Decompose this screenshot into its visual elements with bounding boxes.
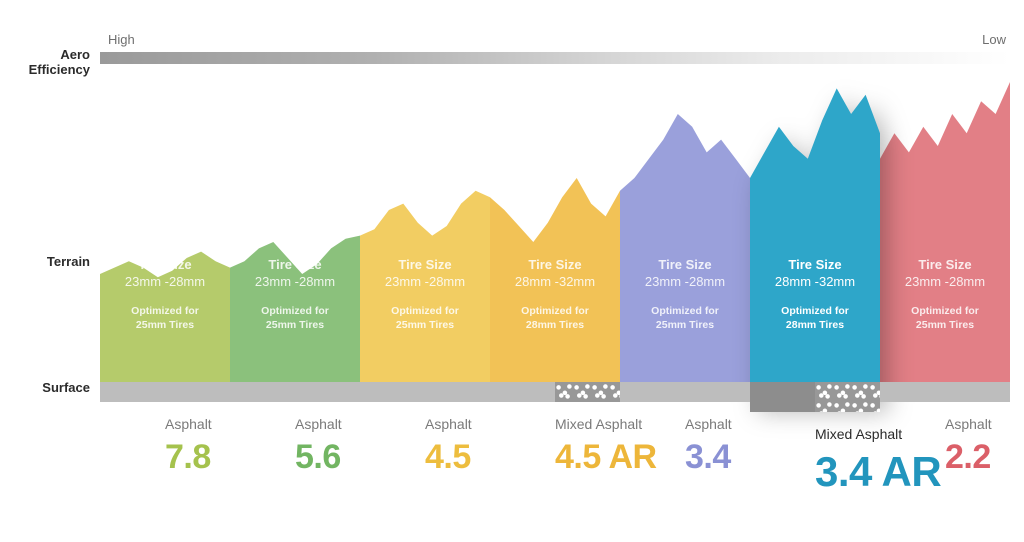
- optimized-text: Optimized for25mm Tires: [100, 304, 230, 332]
- column-c1: Tire Size 23mm -28mm Optimized for25mm Tir…: [230, 82, 360, 402]
- surface-seg-c2: [360, 382, 490, 402]
- column-c3: Tire Size 28mm -32mm Optimized for28mm Tir…: [490, 82, 620, 402]
- surface-band: [100, 382, 1010, 402]
- column-c0: Tire Size 23mm -28mm Optimized for25mm Tir…: [100, 82, 230, 402]
- scale-high-label: High: [108, 32, 135, 47]
- tire-size-range: 23mm -28mm: [620, 274, 750, 289]
- optimized-text: Optimized for25mm Tires: [880, 304, 1010, 332]
- tire-size-range: 23mm -28mm: [360, 274, 490, 289]
- infographic-root: High Low AeroEfficiency Terrain Surface …: [0, 0, 1024, 542]
- aero-scale-bar: [100, 52, 1010, 64]
- tire-size-range: 28mm -32mm: [750, 274, 880, 289]
- axis-surface-label: Surface: [0, 381, 90, 396]
- column-c6: Tire Size 23mm -28mm Optimized for25mm Tir…: [880, 82, 1010, 402]
- tire-size-range: 28mm -32mm: [490, 274, 620, 289]
- tire-size-title: Tire Size: [490, 257, 620, 272]
- tire-size-title: Tire Size: [100, 257, 230, 272]
- tire-size-range: 23mm -28mm: [880, 274, 1010, 289]
- terrain-plot: Tire Size23mm -28mmOptimized for25mm Tir…: [100, 82, 1010, 402]
- axis-terrain-label: Terrain: [0, 255, 90, 270]
- surface-seg-c6: [880, 382, 1010, 402]
- optimized-text: Optimized for28mm Tires: [750, 304, 880, 332]
- surface-seg-c4: [620, 382, 750, 402]
- tire-size-title: Tire Size: [750, 257, 880, 272]
- tire-size-title: Tire Size: [620, 257, 750, 272]
- scale-low-label: Low: [982, 32, 1006, 47]
- tire-size-title: Tire Size: [360, 257, 490, 272]
- optimized-text: Optimized for25mm Tires: [620, 304, 750, 332]
- tire-size-range: 23mm -28mm: [230, 274, 360, 289]
- surface-seg-c1: [230, 382, 360, 402]
- tire-size-range: 23mm -28mm: [100, 274, 230, 289]
- column-c4: Tire Size 23mm -28mm Optimized for25mm Tir…: [620, 82, 750, 402]
- mixed-texture-c5: [815, 382, 880, 412]
- column-c2: Tire Size 23mm -28mm Optimized for25mm Tir…: [360, 82, 490, 402]
- surface-seg-c0: [100, 382, 230, 402]
- axis-aero-label: AeroEfficiency: [0, 48, 90, 78]
- optimized-text: Optimized for28mm Tires: [490, 304, 620, 332]
- tire-size-title: Tire Size: [230, 257, 360, 272]
- optimized-text: Optimized for25mm Tires: [360, 304, 490, 332]
- optimized-text: Optimized for25mm Tires: [230, 304, 360, 332]
- tire-size-title: Tire Size: [880, 257, 1010, 272]
- column-c5: Tire Size 28mm -32mm Optimized for28mm Tir…: [750, 82, 880, 402]
- mixed-texture-c3: [555, 382, 620, 402]
